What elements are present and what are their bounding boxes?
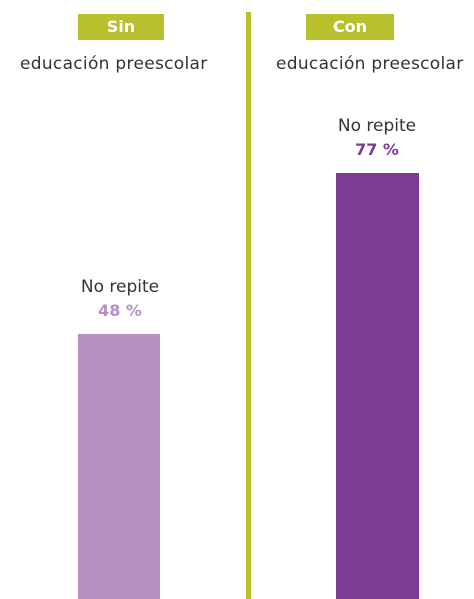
bar-con (336, 173, 419, 599)
panel-subtitle-con: educación preescolar (276, 54, 464, 74)
bar-value-sin: 48 % (98, 300, 142, 320)
panel-subtitle-sin: educación preescolar (20, 54, 208, 74)
panel-tag-con: Con (306, 14, 394, 40)
bar-value-con: 77 % (355, 140, 399, 160)
bar-sin (78, 333, 160, 599)
bar-label-con: No repite (337, 116, 417, 137)
bar-label-sin: No repite (80, 276, 160, 297)
panel-divider (246, 12, 251, 599)
panel-tag-sin: Sin (78, 14, 164, 40)
